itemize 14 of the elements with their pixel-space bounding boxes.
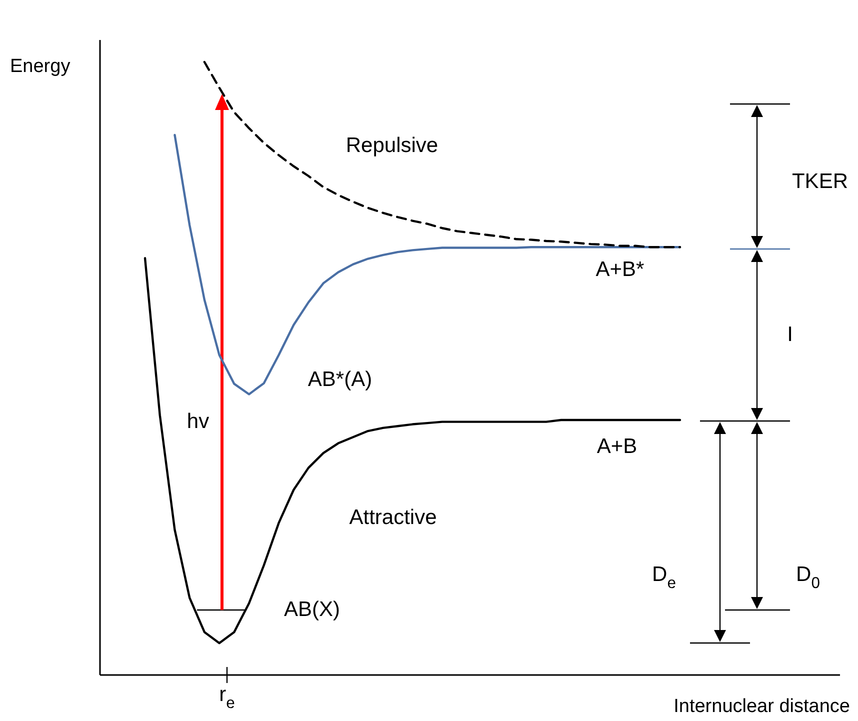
annotation: A+B [596,434,638,458]
y-axis-title: Energy [10,56,71,77]
text: r$_{e}$ [219,682,236,712]
annotation: Attractive [349,506,437,529]
annotation: A+B* [596,258,644,281]
annotation: Repulsive [346,134,438,157]
annotation: AB(X) [284,598,340,621]
annotation: AB*(A) [308,368,372,391]
x-axis-title: Internuclear distance [674,696,850,717]
annotation: hv [186,410,210,433]
text: D$_{0}$ [796,562,820,592]
annotation: D$_{e}$ [652,562,676,592]
text: I [787,322,793,346]
text: TKER [792,170,848,193]
